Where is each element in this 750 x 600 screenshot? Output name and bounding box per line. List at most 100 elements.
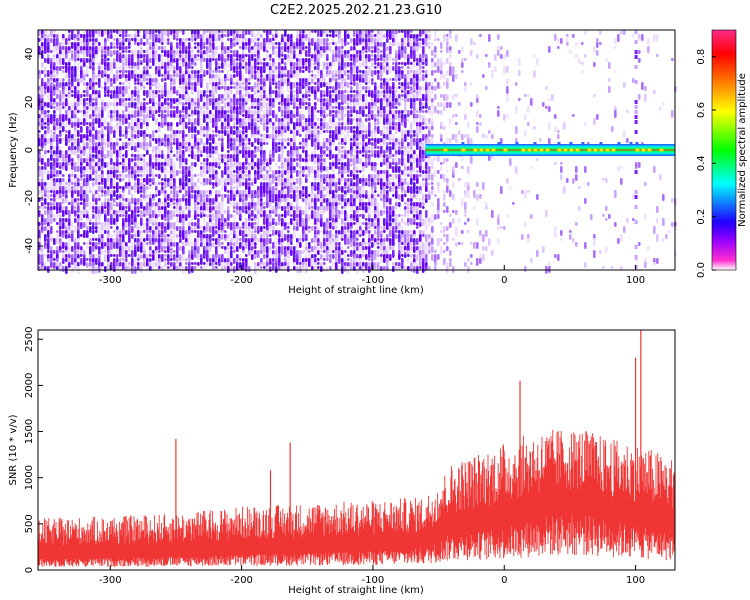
spectrogram-cell	[131, 98, 134, 103]
spectrogram-cell	[146, 134, 149, 137]
spectrogram-cell	[86, 166, 89, 173]
spectrogram-cell	[152, 90, 155, 94]
spectrogram-cell	[137, 170, 140, 174]
spectrogram-cell	[185, 86, 188, 90]
spectrogram-cell	[164, 102, 167, 105]
spectrogram-cell	[101, 166, 104, 169]
spectrogram-cell	[77, 250, 80, 254]
spectrogram-cell	[308, 194, 311, 197]
spectrogram-cell	[263, 126, 266, 131]
spectrogram-cell	[89, 178, 92, 181]
spectrogram-cell	[83, 210, 86, 215]
spectrogram-cell	[161, 254, 164, 262]
spectrogram-cell	[338, 202, 341, 205]
spectrogram-cell	[182, 226, 185, 231]
spectrogram-cell	[56, 46, 59, 51]
spectrogram-cell	[212, 42, 215, 50]
spectrogram-cell	[53, 66, 56, 71]
spectrogram-cell	[194, 42, 197, 45]
spectrogram-cell	[320, 114, 323, 117]
spectrogram-cell	[302, 70, 305, 73]
spectrogram-cell	[128, 246, 131, 252]
spectrogram-cell	[221, 46, 224, 51]
spectrogram-cell	[350, 194, 353, 202]
spectrogram-cell	[185, 190, 188, 197]
spectrogram-cell	[47, 58, 50, 64]
spectrogram-cell	[179, 110, 182, 114]
spectrogram-cell	[338, 134, 341, 138]
spectrogram-cell	[68, 182, 71, 187]
spectrogram-cell	[134, 86, 137, 90]
spectrogram-cell	[176, 194, 179, 198]
spectrogram-cell	[257, 94, 260, 99]
spectrogram-cell	[242, 242, 245, 247]
spectrogram-cell	[128, 254, 131, 257]
spectrogram-cell	[272, 158, 275, 162]
spectrogram-cell	[242, 162, 245, 170]
spectrogram-cell	[347, 174, 350, 177]
spectrogram-cell	[188, 54, 191, 62]
spectrogram-cell	[113, 146, 116, 154]
spectrogram-cell	[170, 134, 173, 139]
spectrogram-cell	[284, 262, 287, 266]
spectrogram-cell	[95, 82, 98, 85]
spectrogram-cell	[320, 38, 323, 45]
spectrogram-cell	[251, 218, 254, 221]
spectrogram-cell	[161, 90, 164, 94]
spectrogram-cell	[332, 250, 335, 253]
spectrogram-cell	[179, 146, 182, 154]
spectrogram-cell	[59, 250, 62, 253]
spectrogram-cell	[260, 198, 263, 202]
spectrogram-cell	[122, 218, 125, 223]
spectrogram-cell	[68, 162, 71, 165]
spectrogram-cell	[170, 202, 173, 206]
spectrogram-cell	[269, 190, 272, 195]
spectrogram-cell	[227, 158, 230, 161]
spectrogram-cell	[242, 74, 245, 79]
spectrogram-cell	[254, 138, 257, 143]
spectrogram-cell	[356, 94, 359, 98]
spectrogram-cell	[44, 106, 47, 109]
spectrogram-cell	[209, 154, 212, 158]
spectrogram-cell	[305, 50, 308, 57]
spectrogram-cell	[50, 38, 53, 43]
spectrogram-cell	[314, 166, 317, 169]
spectrogram-cell	[185, 170, 188, 175]
spectrogram-cell	[203, 118, 206, 123]
spectrogram-cell	[254, 90, 257, 95]
spectrogram-cell	[167, 98, 170, 101]
spectrogram-cell	[218, 78, 221, 83]
spectrogram-cell	[323, 130, 326, 133]
spectrogram-cell	[134, 210, 137, 214]
spectrogram-cell	[278, 106, 281, 112]
spectrogram-cell	[350, 54, 353, 58]
spectrogram-cell	[293, 122, 296, 130]
spectrogram-cell	[245, 254, 248, 257]
spectrogram-cell	[38, 138, 41, 143]
spectrogram-cell	[200, 182, 203, 185]
spectrogram-cell	[113, 134, 116, 138]
spectrogram-cell	[272, 102, 275, 108]
spectrogram-cell	[140, 230, 143, 235]
spectrogram-cell	[182, 206, 185, 210]
spectrogram-cell	[230, 230, 233, 236]
spectrogram-cell	[251, 250, 254, 253]
spectrogram-cell	[287, 46, 290, 50]
spectrogram-cell	[92, 158, 95, 162]
spectrogram-cell	[65, 114, 68, 121]
spectrogram-cell	[176, 214, 179, 217]
spectrogram-cell	[329, 46, 332, 52]
spectrogram-cell	[290, 118, 293, 124]
spectrogram-cell	[164, 254, 167, 257]
spectrogram-cell	[182, 138, 185, 142]
spectrogram-cell	[245, 198, 248, 201]
spectrogram-cell	[326, 206, 329, 211]
spectrogram-cell	[62, 102, 65, 106]
spectrogram-cell	[38, 126, 41, 130]
spectrogram-cell	[287, 230, 290, 233]
spectrogram-cell	[326, 38, 329, 42]
spectrogram-cell	[182, 130, 185, 135]
spectrogram-cell	[77, 174, 80, 177]
spectrogram-cell	[302, 38, 305, 42]
spectrogram-cell	[41, 170, 44, 178]
